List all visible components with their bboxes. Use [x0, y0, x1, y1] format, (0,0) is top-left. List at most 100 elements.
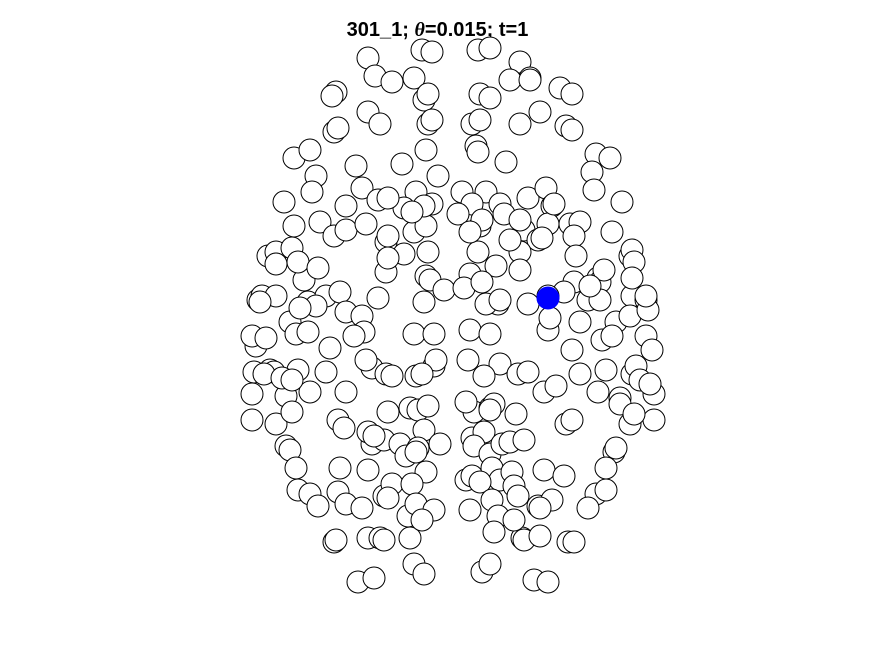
node-19	[320, 84, 344, 108]
node-182	[240, 408, 264, 432]
node-287	[638, 372, 662, 396]
node-282	[334, 194, 358, 218]
node-26	[508, 112, 532, 136]
node-194	[642, 408, 666, 432]
node-304	[578, 274, 602, 298]
node-238	[376, 486, 400, 510]
node-2	[420, 40, 444, 64]
node-78	[600, 220, 624, 244]
node-230	[468, 470, 492, 494]
node-44	[300, 180, 324, 204]
node-126	[478, 322, 502, 346]
node-152	[314, 360, 338, 384]
node-62	[334, 218, 358, 242]
node-265	[248, 290, 272, 314]
node-38	[466, 140, 490, 164]
node-124	[422, 322, 446, 346]
node-41	[598, 146, 622, 170]
node-256	[478, 552, 502, 576]
node-275	[592, 258, 616, 282]
node-69	[466, 240, 490, 264]
node-292	[498, 228, 522, 252]
node-300	[482, 520, 506, 544]
node-279	[488, 288, 512, 312]
node-299	[528, 524, 552, 548]
node-295	[400, 200, 424, 224]
node-8	[380, 70, 404, 94]
node-229	[400, 472, 424, 496]
node-157	[410, 362, 434, 386]
node-59	[282, 214, 306, 238]
node-27	[528, 100, 552, 124]
node-277	[354, 348, 378, 372]
node-298	[454, 390, 478, 414]
node-252	[372, 528, 396, 552]
node-246	[528, 496, 552, 520]
node-288	[426, 164, 450, 188]
node-213	[356, 458, 380, 482]
title-suffix: =0.015; t=1	[424, 19, 529, 41]
node-45	[272, 190, 296, 214]
node-106	[366, 286, 390, 310]
node-235	[594, 478, 618, 502]
node-285	[264, 252, 288, 276]
node-165	[240, 382, 264, 406]
node-142	[456, 348, 480, 372]
node-146	[600, 324, 624, 348]
node-281	[376, 186, 400, 210]
node-172	[416, 394, 440, 418]
node-107	[412, 290, 436, 314]
title-prefix: 301_1;	[346, 19, 415, 41]
node-215	[404, 440, 428, 464]
node-260	[562, 530, 586, 554]
node-184	[280, 400, 304, 424]
node-9	[402, 66, 426, 90]
node-242	[458, 498, 482, 522]
node-274	[564, 244, 588, 268]
node-139	[342, 324, 366, 348]
node-144	[560, 338, 584, 362]
node-17	[560, 82, 584, 106]
node-186	[332, 416, 356, 440]
node-209	[604, 436, 628, 460]
node-158	[472, 364, 496, 388]
node-14	[498, 68, 522, 92]
node-222	[552, 464, 576, 488]
node-247	[576, 496, 600, 520]
node-183	[264, 412, 288, 436]
node-280	[376, 246, 400, 270]
node-141	[424, 348, 448, 372]
node-15	[518, 68, 542, 92]
node-273	[634, 284, 658, 308]
node-129	[568, 310, 592, 334]
node-77	[542, 192, 566, 216]
node-291	[508, 208, 532, 232]
node-201	[428, 432, 452, 456]
node-169	[376, 400, 400, 424]
node-212	[328, 456, 352, 480]
node-176	[504, 402, 528, 426]
node-57	[582, 178, 606, 202]
node-31	[326, 116, 350, 140]
node-95	[508, 258, 532, 282]
node-289	[446, 202, 470, 226]
node-33	[298, 138, 322, 162]
node-85	[416, 240, 440, 264]
node-190	[478, 398, 502, 422]
node-143	[488, 352, 512, 376]
node-25	[468, 108, 492, 132]
node-29	[560, 118, 584, 142]
node-112	[516, 292, 540, 316]
node-245	[506, 484, 530, 508]
node-178	[544, 374, 568, 398]
node-162	[594, 358, 618, 382]
node-276	[288, 296, 312, 320]
node-236	[306, 494, 330, 518]
highlighted-node	[536, 286, 560, 310]
node-13	[478, 86, 502, 110]
node-161	[568, 362, 592, 386]
node-160	[516, 360, 540, 384]
node-137	[296, 320, 320, 344]
node-46	[350, 176, 374, 200]
